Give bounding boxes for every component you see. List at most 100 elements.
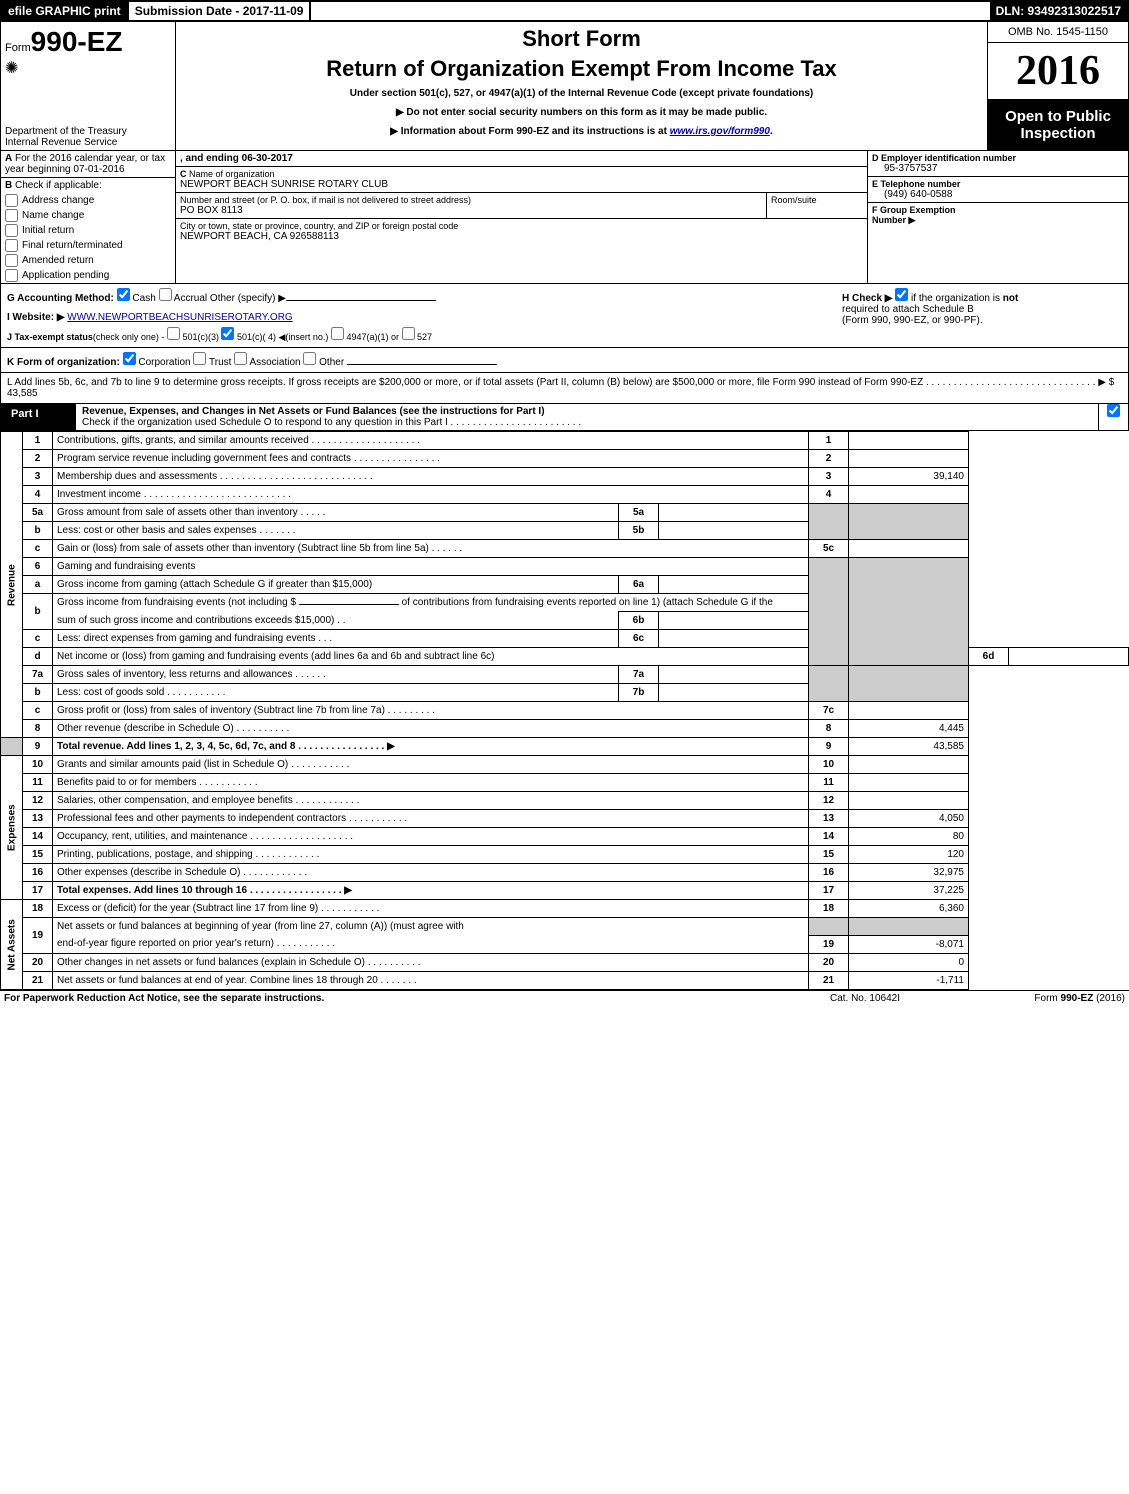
ln14-desc: Occupancy, rent, utilities, and maintena… <box>53 828 809 846</box>
check-cash[interactable] <box>117 288 130 301</box>
ln5b-mn: 5b <box>619 522 659 540</box>
form-header: Form990-EZ ✺ Department of the Treasury … <box>0 22 1129 151</box>
ln7b-mv <box>659 684 809 702</box>
row-18: Net Assets 18 Excess or (deficit) for th… <box>1 900 1129 918</box>
ln6b-desc2: sum of such gross income and contributio… <box>53 612 619 630</box>
check-amended-return[interactable]: Amended return <box>1 253 175 268</box>
row-15: 15 Printing, publications, postage, and … <box>1 846 1129 864</box>
under-section-text: Under section 501(c), 527, or 4947(a)(1)… <box>180 88 983 99</box>
check-h[interactable] <box>895 288 908 301</box>
arrow-line-1: ▶ Do not enter social security numbers o… <box>180 107 983 118</box>
d-label: D Employer identification number <box>872 153 1124 163</box>
ln8-val: 4,445 <box>849 720 969 738</box>
check-4947[interactable] <box>331 327 344 340</box>
part1-checkbox-cell <box>1098 404 1128 430</box>
ln10-nc: 10 <box>809 756 849 774</box>
line-b-label: B Check if applicable: <box>1 178 175 193</box>
check-other[interactable] <box>303 352 316 365</box>
f-label: F Group Exemption <box>872 205 1124 215</box>
line-h: H Check ▶ if the organization is not req… <box>842 288 1122 343</box>
ln13-desc: Professional fees and other payments to … <box>53 810 809 828</box>
ln18-nc: 18 <box>809 900 849 918</box>
ln14-num: 14 <box>23 828 53 846</box>
ln8-desc: Other revenue (describe in Schedule O) .… <box>53 720 809 738</box>
ln20-desc: Other changes in net assets or fund bala… <box>53 953 809 971</box>
row-10: Expenses 10 Grants and similar amounts p… <box>1 756 1129 774</box>
dept-line2: Internal Revenue Service <box>5 137 117 148</box>
check-assoc[interactable] <box>234 352 247 365</box>
side-expenses: Expenses <box>1 756 23 900</box>
ln5c-val <box>849 540 969 558</box>
line-a-ending: , and ending 06-30-2017 <box>176 151 867 167</box>
irs-form990-link[interactable]: www.irs.gov/form990 <box>670 126 770 137</box>
row-19a: 19 Net assets or fund balances at beginn… <box>1 918 1129 936</box>
ln21-desc: Net assets or fund balances at end of ye… <box>53 971 809 989</box>
open-line2: Inspection <box>1020 125 1095 142</box>
h-text1: if the organization is <box>911 293 1003 304</box>
ln17-desc: Total expenses. Add lines 10 through 16 … <box>53 882 809 900</box>
form-prefix: Form <box>5 42 31 54</box>
ln1-desc: Contributions, gifts, grants, and simila… <box>53 432 809 450</box>
ln12-num: 12 <box>23 792 53 810</box>
row-13: 13 Professional fees and other payments … <box>1 810 1129 828</box>
ln19-desc1: Net assets or fund balances at beginning… <box>53 918 809 936</box>
ln6d-val <box>1009 648 1129 666</box>
j-text: (check only one) - <box>93 332 165 342</box>
d-ein: D Employer identification number 95-3757… <box>868 151 1128 177</box>
check-corp[interactable] <box>123 352 136 365</box>
ln8-nc: 8 <box>809 720 849 738</box>
ln4-val <box>849 486 969 504</box>
check-527[interactable] <box>402 327 415 340</box>
h-not: not <box>1003 293 1019 304</box>
ln7a-num: 7a <box>23 666 53 684</box>
h-text2: required to attach Schedule B <box>842 304 974 315</box>
check-trust[interactable] <box>193 352 206 365</box>
part1-desc: Revenue, Expenses, and Changes in Net As… <box>76 404 1098 430</box>
ln6-shade-v <box>849 558 969 666</box>
ln11-num: 11 <box>23 774 53 792</box>
j-label: J Tax-exempt status <box>7 332 93 342</box>
c-addr-row: Number and street (or P. O. box, if mail… <box>176 193 867 218</box>
k-label: K Form of organization: <box>7 357 120 368</box>
ln5c-nc: 5c <box>809 540 849 558</box>
row-8: 8 Other revenue (describe in Schedule O)… <box>1 720 1129 738</box>
check-initial-return[interactable]: Initial return <box>1 223 175 238</box>
part1-table: Revenue 1 Contributions, gifts, grants, … <box>0 431 1129 990</box>
check-name-change[interactable]: Name change <box>1 208 175 223</box>
irs-eagle-icon: ✺ <box>5 58 171 78</box>
line-i: I Website: ▶ WWW.NEWPORTBEACHSUNRISEROTA… <box>7 312 842 323</box>
part1-schedule-o-check[interactable] <box>1107 404 1120 417</box>
dept-treasury: Department of the Treasury Internal Reve… <box>5 126 127 148</box>
ln9-val: 43,585 <box>849 738 969 756</box>
f-group: F Group Exemption Number ▶ <box>868 203 1128 228</box>
check-address-change[interactable]: Address change <box>1 193 175 208</box>
website-link[interactable]: WWW.NEWPORTBEACHSUNRISEROTARY.ORG <box>67 312 292 323</box>
c-room-label: Room/suite <box>767 193 867 218</box>
ln10-desc: Grants and similar amounts paid (list in… <box>53 756 809 774</box>
ln11-desc: Benefits paid to or for members . . . . … <box>53 774 809 792</box>
d-value: 95-3757537 <box>872 163 1124 174</box>
ln6d-nc: 6d <box>969 648 1009 666</box>
check-501c[interactable] <box>221 327 234 340</box>
check-accrual[interactable] <box>159 288 172 301</box>
check-application-pending[interactable]: Application pending <box>1 268 175 283</box>
check-final-return[interactable]: Final return/terminated <box>1 238 175 253</box>
efile-print-button[interactable]: efile GRAPHIC print <box>2 2 129 20</box>
ln15-nc: 15 <box>809 846 849 864</box>
g-other-fill[interactable] <box>286 300 436 301</box>
ln18-val: 6,360 <box>849 900 969 918</box>
header-left: Form990-EZ ✺ Department of the Treasury … <box>1 22 176 150</box>
check-501c3[interactable] <box>167 327 180 340</box>
ln6-shade <box>809 558 849 666</box>
row-2: 2 Program service revenue including gove… <box>1 450 1129 468</box>
g-other: Other (specify) ▶ <box>210 293 286 304</box>
k-other-fill[interactable] <box>347 364 497 365</box>
ln3-nc: 3 <box>809 468 849 486</box>
ln6b-mn: 6b <box>619 612 659 630</box>
ln6c-num: c <box>23 630 53 648</box>
ln9-desc: Total revenue. Add lines 1, 2, 3, 4, 5c,… <box>53 738 809 756</box>
l-text: L Add lines 5b, 6c, and 7b to line 9 to … <box>7 377 1114 399</box>
ln6b-fill[interactable] <box>299 604 399 605</box>
row-17: 17 Total expenses. Add lines 10 through … <box>1 882 1129 900</box>
top-bar: efile GRAPHIC print Submission Date - 20… <box>0 0 1129 22</box>
